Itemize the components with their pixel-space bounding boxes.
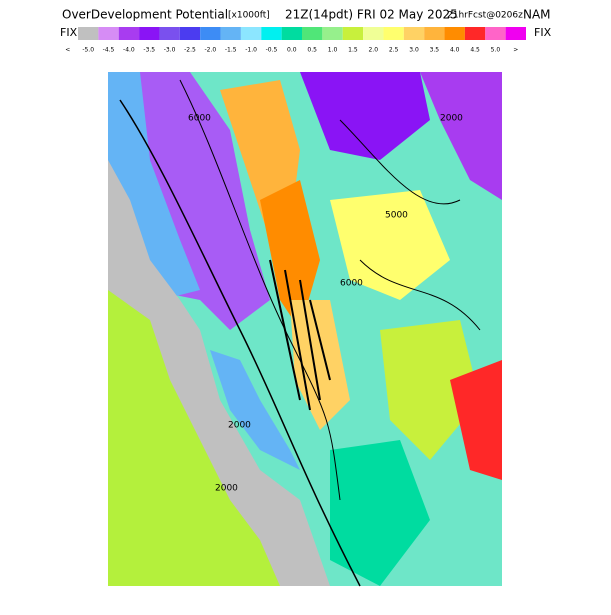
region <box>380 320 480 460</box>
contour <box>339 119 481 331</box>
colorbar-label: 3.5 <box>430 47 440 54</box>
colorbar-label: -3.0 <box>164 47 176 54</box>
colorbar-swatch <box>261 27 282 40</box>
colorbar-label: -3.5 <box>143 47 155 54</box>
contour-label: 2000 <box>440 114 463 124</box>
colorbar-label: -2.0 <box>205 47 217 54</box>
colorbar-swatch <box>464 27 486 40</box>
model: NAM <box>523 8 551 22</box>
units: [x1000ft] <box>228 11 270 21</box>
region <box>260 180 320 330</box>
colorbar-label: < <box>65 47 70 54</box>
region <box>330 440 430 586</box>
colorbar-swatch <box>281 27 302 40</box>
map: 6000 5000 6000 2000 2000 2000 <box>108 72 502 587</box>
contour-label: 2000 <box>215 484 238 494</box>
colorbar-swatch <box>342 27 364 40</box>
colorbar-swatch <box>485 27 506 40</box>
colorbar-label: 5.0 <box>491 47 501 54</box>
colorbar-swatch <box>505 27 526 40</box>
colorbar-label: 2.0 <box>368 47 378 54</box>
region <box>450 360 502 480</box>
colorbar-swatch <box>220 27 241 40</box>
colorbar-swatch <box>424 27 445 40</box>
colorbar-swatch <box>139 27 160 40</box>
region <box>300 72 430 160</box>
region <box>330 190 450 300</box>
colorbar-swatch <box>240 27 262 40</box>
colorbar-swatch <box>200 27 221 40</box>
colorbar-label: 1.0 <box>328 47 338 54</box>
colorbar-label: -1.5 <box>225 47 237 54</box>
contour <box>269 259 331 411</box>
colorbar-swatch <box>302 27 323 40</box>
region <box>108 290 280 586</box>
colorbar-swatch <box>383 27 404 40</box>
colorbar-label: -0.5 <box>266 47 278 54</box>
colorbar-label: > <box>513 47 518 54</box>
colorbar-label: 0.0 <box>287 47 297 54</box>
colorbar-label: -2.5 <box>184 47 196 54</box>
colorbar-label: -4.0 <box>123 47 135 54</box>
colorbar-swatch <box>78 27 99 40</box>
colorbar-swatch <box>159 27 180 40</box>
contour-label: 2000 <box>228 421 251 431</box>
colorbar-label: 3.0 <box>409 47 419 54</box>
valid-time: 21Z(14pdt) FRI 02 May 2025 <box>285 8 458 22</box>
colorbar-swatch <box>444 27 465 40</box>
fix-right: FIX <box>534 26 552 39</box>
region <box>210 350 300 470</box>
contour-label: 6000 <box>188 114 211 124</box>
colorbar-swatch <box>179 27 201 40</box>
colorbar-label: 2.5 <box>389 47 399 54</box>
colorbar-label: 4.0 <box>450 47 460 54</box>
colorbar-swatch <box>322 27 343 40</box>
fix-left: FIX <box>60 26 78 39</box>
colorbar-label: 0.5 <box>307 47 317 54</box>
colorbar-label: 1.5 <box>348 47 358 54</box>
contour-label: 5000 <box>385 211 408 221</box>
region <box>290 300 350 430</box>
colorbar-swatch <box>403 27 425 40</box>
colorbar-label: -1.0 <box>245 47 257 54</box>
title: OverDevelopment Potential <box>62 8 228 22</box>
colorbar-swatch <box>98 27 119 40</box>
colorbar-label: 4.5 <box>470 47 480 54</box>
colorbar-swatch <box>118 27 140 40</box>
colorbar-swatch <box>363 27 384 40</box>
forecast: 21hrFcst@0206z <box>447 11 523 21</box>
colorbar-label: -4.5 <box>103 47 115 54</box>
contour <box>119 99 361 587</box>
region <box>420 72 502 200</box>
contour-label: 6000 <box>340 279 363 289</box>
colorbar-label: -5.0 <box>82 47 94 54</box>
